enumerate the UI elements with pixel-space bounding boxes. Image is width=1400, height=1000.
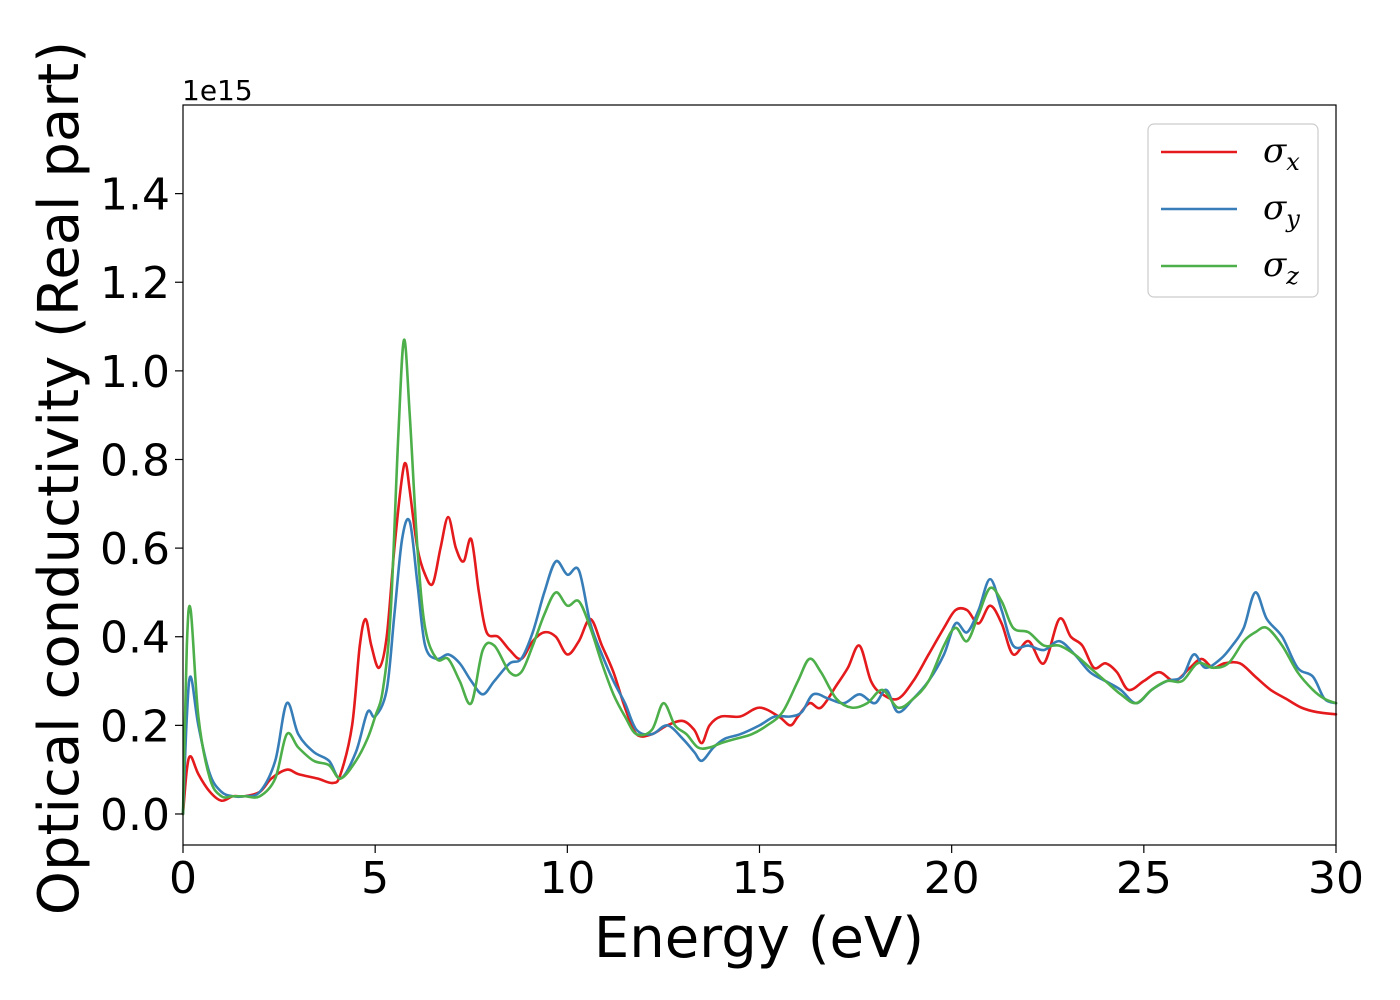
series-line-y [181, 517, 1338, 816]
y-tick-label: 1.0 [100, 347, 170, 398]
x-axis-label: Energy (eV) [594, 906, 924, 971]
y-tick-label: 1.4 [100, 170, 170, 221]
legend-subscript: y [1285, 205, 1300, 233]
legend-subscript: z [1285, 262, 1299, 290]
y-tick-label: 0.8 [100, 435, 170, 486]
series-line-x [181, 461, 1338, 816]
legend-symbol: σ [1263, 131, 1287, 171]
legend-label-y: σy [1263, 188, 1300, 233]
legend-symbol: σ [1263, 245, 1287, 285]
plot-background [183, 105, 1336, 845]
y-tick-label: 0.2 [100, 701, 170, 752]
legend-label-x: σx [1263, 131, 1300, 176]
y-offset-label: 1e15 [182, 74, 253, 107]
legend-box [1147, 123, 1319, 298]
x-tick-label: 25 [1116, 853, 1172, 904]
x-tick-label: 0 [169, 853, 197, 904]
legend-symbol: σ [1263, 188, 1287, 228]
y-tick-label: 0.4 [100, 613, 170, 664]
series-line-z [181, 338, 1338, 816]
legend-label-z: σz [1263, 245, 1299, 290]
y-tick-label: 0.6 [100, 524, 170, 575]
x-axis: 0 5 10 15 20 25 30 [169, 845, 1364, 904]
x-tick-label: 20 [924, 853, 980, 904]
y-axis: 0.0 0.2 0.4 0.6 0.8 1.0 1.2 1.4 [100, 170, 183, 841]
x-tick-label: 10 [539, 853, 595, 904]
y-tick-label: 0.0 [100, 790, 170, 841]
series-layer [181, 338, 1338, 816]
y-tick-label: 1.2 [100, 258, 170, 309]
legend-subscript: x [1286, 148, 1300, 176]
y-axis-label: Optical conductivity (Real part) [27, 41, 92, 915]
x-tick-label: 5 [361, 853, 389, 904]
x-tick-label: 15 [732, 853, 788, 904]
x-tick-label: 30 [1308, 853, 1364, 904]
